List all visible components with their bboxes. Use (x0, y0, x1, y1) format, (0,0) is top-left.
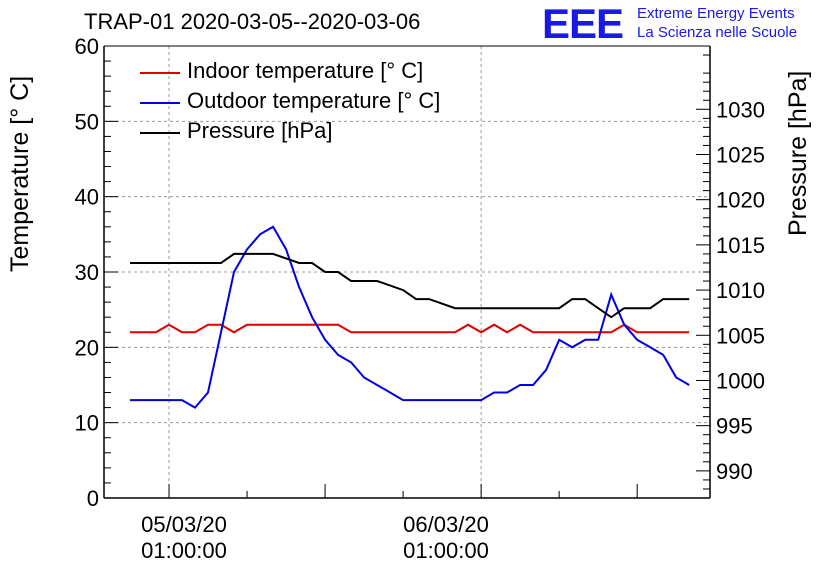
y-tick-label-right: 1000 (716, 368, 765, 393)
series-line-indoor-temperature (130, 323, 690, 334)
legend-label: Outdoor temperature [° C] (187, 88, 441, 113)
series-line-pressure (130, 252, 690, 319)
y-tick-label-left: 50 (75, 109, 99, 134)
y-tick-label-left: 0 (87, 486, 99, 511)
legend-label: Indoor temperature [° C] (187, 58, 424, 83)
logo-line-1: Extreme Energy Events (637, 5, 795, 22)
y-axis-left-label: Temperature [° C] (6, 75, 34, 272)
y-tick-label-left: 10 (75, 411, 99, 436)
y-tick-label-right: 1030 (716, 97, 765, 122)
y-axis-right-label: Pressure [hPa] (784, 70, 812, 236)
logo-line-2: La Scienza nelle Scuole (637, 24, 798, 41)
legend-swatch (140, 132, 180, 134)
series-lines (130, 225, 690, 409)
y-tick-label-left: 40 (75, 185, 99, 210)
x-tick-time: 01:00:00 (403, 538, 489, 563)
series-line-outdoor-temperature (130, 225, 690, 409)
x-tick-date: 05/03/20 (141, 512, 227, 537)
x-tick-label: 05/03/20 01:00:00 (114, 512, 254, 564)
chart-title: TRAP-01 2020-03-05--2020-03-06 (84, 9, 421, 34)
y-tick-label-right: 1005 (716, 323, 765, 348)
y-tick-label-right: 1025 (716, 142, 765, 167)
y-tick-label-right: 1010 (716, 278, 765, 303)
grid (104, 46, 710, 498)
y-tick-label-left: 20 (75, 335, 99, 360)
y-tick-label-right: 1020 (716, 188, 765, 213)
x-tick-time: 01:00:00 (141, 538, 227, 563)
y-tick-label-right: 1015 (716, 233, 765, 258)
y-tick-label-right: 990 (716, 459, 753, 484)
eee-logo-text: Extreme Energy Events La Scienza nelle S… (637, 4, 797, 42)
legend-swatch (140, 102, 180, 104)
y-tick-label-left: 30 (75, 260, 99, 285)
y-tick-label-left: 60 (75, 34, 99, 59)
x-tick-date: 06/03/20 (403, 512, 489, 537)
legend-label: Pressure [hPa] (187, 118, 333, 143)
legend-swatch (140, 72, 180, 74)
y-tick-label-right: 995 (716, 414, 753, 439)
eee-logo: EEE (542, 0, 624, 47)
x-tick-label: 06/03/20 01:00:00 (376, 512, 516, 564)
axes: 0102030405060990995100010051010101510201… (75, 34, 765, 511)
